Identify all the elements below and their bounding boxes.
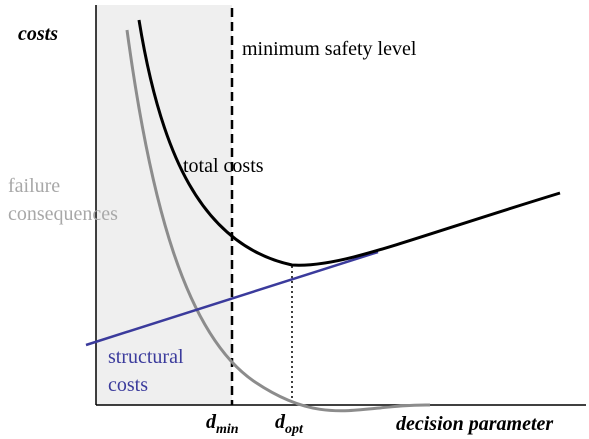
unsafe-region [96, 5, 232, 405]
structural-label: costs [108, 374, 148, 396]
total-label: total costs [183, 155, 264, 177]
d-min-symbol: d [206, 411, 217, 433]
failure-label: consequences [8, 203, 118, 225]
d-min-label: dmin [206, 411, 239, 437]
structural-line [85, 250, 379, 347]
d-opt-symbol: d [275, 411, 286, 433]
failure-label: failure [8, 175, 60, 197]
y-axis-label: costs [18, 23, 58, 45]
failure-curve [125, 29, 431, 413]
structural-label: structural [108, 346, 184, 368]
d-opt-subscript: opt [285, 422, 304, 437]
limit-label: minimum safety level [242, 38, 417, 60]
d-min-subscript: min [216, 422, 239, 437]
total-curve [137, 19, 561, 267]
x-axis-label: decision parameter [396, 413, 553, 435]
d-opt-label: dopt [275, 411, 304, 437]
